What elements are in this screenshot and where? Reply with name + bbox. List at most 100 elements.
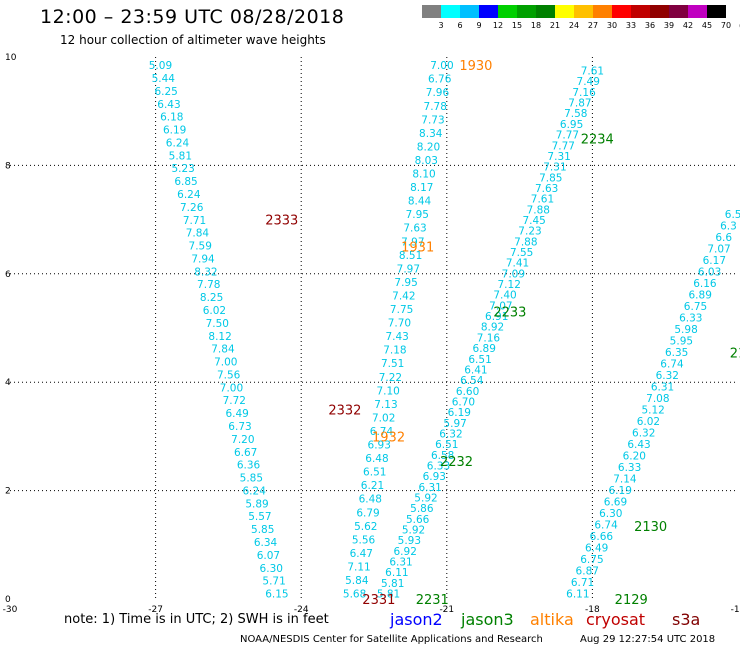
wave-height-label: 7.61 <box>531 194 554 206</box>
y-tick-label: 6 <box>5 270 11 280</box>
legend-s3a: s3a <box>672 610 701 629</box>
wave-height-label: 7.08 <box>646 393 669 405</box>
wave-height-label: 6.11 <box>566 589 589 601</box>
wave-height-label: 7.95 <box>406 209 429 221</box>
wave-height-label: 7.07 <box>489 300 512 312</box>
wave-height-label: 6.07 <box>257 550 280 562</box>
wave-height-label: 5.68 <box>343 589 366 601</box>
colorbar-label: 27 <box>587 21 599 30</box>
wave-height-label: 7.51 <box>381 358 404 370</box>
x-tick-label: -24 <box>294 605 309 615</box>
wave-height-label: 6.6 <box>715 232 732 244</box>
wave-height-label: 7.56 <box>217 369 241 381</box>
wave-height-label: 6.33 <box>427 460 450 472</box>
wave-height-label: 8.34 <box>419 128 443 140</box>
colorbar-swatch <box>631 5 650 18</box>
wave-height-label: 5.66 <box>406 514 430 526</box>
wave-height-label: 6.43 <box>157 99 180 111</box>
wave-height-label: 7.75 <box>390 304 413 316</box>
chart-title: 12:00 – 23:59 UTC 08/28/2018 <box>40 6 345 28</box>
colorbar-swatch <box>441 5 460 18</box>
wave-height-label: 7.59 <box>189 241 212 253</box>
wave-height-label: 6.02 <box>637 416 660 428</box>
wave-height-label: 7.50 <box>206 318 229 330</box>
wave-height-label: 7.70 <box>388 318 411 330</box>
wave-height-label: 6.60 <box>456 386 479 398</box>
wave-height-label: 7.85 <box>539 172 562 184</box>
pass-time-label: 1930 <box>459 59 492 74</box>
legend-jason3: jason3 <box>461 610 514 629</box>
wave-height-label: 5.85 <box>251 524 274 536</box>
wave-height-label: 6.71 <box>571 577 594 589</box>
colorbar-label: 12 <box>492 21 504 30</box>
wave-height-label: 6.11 <box>385 567 408 579</box>
colorbar-swatch <box>688 5 707 18</box>
wave-height-label: 6.31 <box>389 557 412 569</box>
wave-height-label: 6.75 <box>580 554 603 566</box>
wave-height-label: 7.00 <box>214 357 237 369</box>
wave-height-label: 7.61 <box>581 66 604 78</box>
wave-height-label: 6.75 <box>684 301 707 313</box>
wave-height-label: 6.31 <box>418 482 441 494</box>
wave-height-label: 5.09 <box>149 60 172 72</box>
wave-height-label: 5.57 <box>248 511 271 523</box>
wave-height-label: 7.23 <box>518 226 541 238</box>
y-tick-label: 0 <box>5 595 11 605</box>
colorbar-swatch <box>707 5 726 18</box>
wave-height-label: 6.54 <box>460 375 484 387</box>
wave-height-label: 7.14 <box>613 474 637 486</box>
wave-height-label: 6.49 <box>585 543 608 555</box>
wave-height-label: 7.45 <box>522 215 545 227</box>
wave-height-label: 5.12 <box>641 405 664 417</box>
wave-height-label: 7.63 <box>403 223 426 235</box>
colorbar-swatch <box>555 5 574 18</box>
wave-height-label: 8.12 <box>208 331 231 343</box>
colorbar-swatch <box>650 5 669 18</box>
colorbar-label: 36 <box>644 21 656 30</box>
colorbar-label: 30 <box>606 21 618 30</box>
wave-height-label: 6.25 <box>154 86 177 98</box>
wave-height-label: 5.62 <box>354 521 377 533</box>
grid <box>10 57 738 599</box>
wave-height-label: 6.85 <box>174 176 197 188</box>
pass-time-label: 2331 <box>362 593 395 608</box>
colorbar-swatch <box>574 5 593 18</box>
wave-height-label: 7.13 <box>374 399 397 411</box>
wave-height-label: 5.56 <box>352 534 376 546</box>
wave-height-label: 6.30 <box>260 563 283 575</box>
wave-height-label: 8.17 <box>410 182 433 194</box>
wave-height-label: 7.41 <box>506 258 529 270</box>
wave-height-label: 6.02 <box>203 305 226 317</box>
legend-cryosat: cryosat <box>586 610 646 629</box>
wave-height-label: 6.3 <box>720 221 737 233</box>
wave-height-label: 7.77 <box>552 140 575 152</box>
pass-labels: 1930 2234 2333 1931 2233 21 2332 1932 2232 2130 23… <box>265 59 740 608</box>
wave-height-label: 6.41 <box>464 364 487 376</box>
wave-height-label: 6.74 <box>370 426 394 438</box>
pass-time-label: 2233 <box>493 306 526 321</box>
wave-height-label: 6.73 <box>228 421 251 433</box>
wave-height-label: 6.35 <box>665 347 688 359</box>
legend-altika: altika <box>530 610 574 629</box>
wave-height-label: 6.49 <box>225 408 248 420</box>
wave-height-label: 5.44 <box>152 73 176 85</box>
axes: -30 -27 -24 -21 -18 -15 0 2 4 6 8 10 <box>3 53 740 615</box>
wave-height-label: 6.5 <box>725 209 740 221</box>
wave-height-label: 7.10 <box>376 385 399 397</box>
wave-height-label: 7.95 <box>394 277 417 289</box>
wave-height-label: 7.43 <box>385 331 408 343</box>
colorbar-swatch <box>593 5 612 18</box>
wave-height-label: 7.73 <box>421 114 444 126</box>
wave-height-label: 7.97 <box>397 263 420 275</box>
wave-height-label: 6.34 <box>254 537 278 549</box>
wave-height-label: 7.58 <box>564 108 587 120</box>
wave-height-label: 6.24 <box>177 189 201 201</box>
wave-height-label: 7.88 <box>527 204 550 216</box>
wave-height-label: 5.81 <box>169 150 192 162</box>
wave-height-label: 7.40 <box>493 290 516 302</box>
pass-time-label: 21 <box>730 346 740 361</box>
pass-time-label: 2129 <box>615 593 648 608</box>
wave-height-label: 7.00 <box>430 60 453 72</box>
wave-height-label: 6.48 <box>359 494 382 506</box>
timestamp-text: Aug 29 12:27:54 UTC 2018 <box>580 634 716 645</box>
